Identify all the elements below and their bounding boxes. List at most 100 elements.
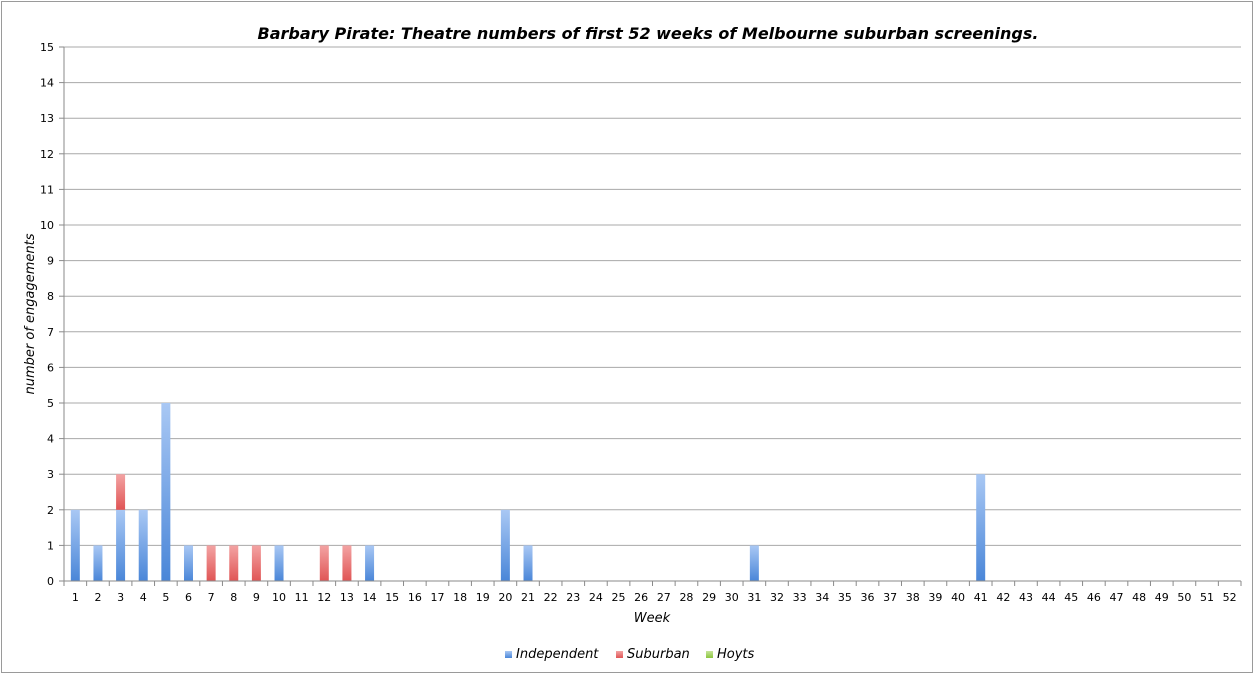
legend-label-independent: Independent [516, 647, 599, 662]
bar-suburban-week-12 [319, 545, 329, 581]
bar-suburban-week-9 [251, 545, 261, 581]
x-tick-label: 42 [996, 591, 1010, 604]
x-tick-label: 49 [1155, 591, 1169, 604]
x-tick-label: 14 [363, 591, 377, 604]
legend-swatch-suburban [616, 651, 623, 658]
x-tick-label: 47 [1110, 591, 1124, 604]
x-tick-label: 29 [702, 591, 716, 604]
x-tick-label: 6 [185, 591, 192, 604]
y-tick-label: 2 [47, 504, 54, 517]
x-tick-label: 23 [566, 591, 580, 604]
x-tick-label: 28 [679, 591, 693, 604]
x-tick-label: 46 [1087, 591, 1101, 604]
bar-suburban-week-13 [342, 545, 352, 581]
x-tick-label: 16 [408, 591, 422, 604]
x-tick-label: 19 [476, 591, 490, 604]
bar-independent-week-2 [93, 545, 103, 581]
x-tick-label: 11 [295, 591, 309, 604]
x-tick-label: 35 [838, 591, 852, 604]
x-tick-label: 24 [589, 591, 603, 604]
gridlines [64, 46, 1241, 546]
x-tick-label: 45 [1064, 591, 1078, 604]
y-tick-label: 6 [47, 361, 54, 374]
x-tick-label: 13 [340, 591, 354, 604]
x-tick-label: 31 [747, 591, 761, 604]
x-tick-label: 8 [230, 591, 237, 604]
legend-swatch-hoyts [706, 651, 713, 658]
bar-independent-week-14 [365, 545, 375, 581]
bar-independent-week-21 [523, 545, 533, 581]
bar-independent-week-31 [749, 545, 759, 581]
x-tick-label: 25 [612, 591, 626, 604]
bar-independent-week-10 [274, 545, 284, 581]
x-tick-label: 43 [1019, 591, 1033, 604]
x-tick-label: 9 [253, 591, 260, 604]
x-tick-label: 48 [1132, 591, 1146, 604]
y-tick-label: 3 [47, 468, 54, 481]
bar-suburban-week-7 [206, 545, 216, 581]
x-tick-label: 7 [208, 591, 215, 604]
x-tick-label: 17 [430, 591, 444, 604]
x-tick-label: 36 [861, 591, 875, 604]
x-tick-label: 21 [521, 591, 535, 604]
y-tick-label: 12 [40, 148, 54, 161]
x-tick-label: 1 [72, 591, 79, 604]
x-axis-ticks: 1 2 3 4 5 6 7 8 9 10 11 12 13 14 15 16 17 18 19 20 21 22 23 24 2… [63, 581, 1242, 604]
y-axis-title: number of engagements [23, 233, 38, 394]
bar-suburban-week-8 [229, 545, 239, 581]
bar-independent-week-41 [976, 474, 986, 581]
x-tick-label: 50 [1177, 591, 1191, 604]
x-tick-label: 4 [140, 591, 147, 604]
y-tick-label: 5 [47, 397, 54, 410]
x-axis-title: Week [634, 611, 671, 626]
legend: Independent Suburban Hoyts [505, 647, 755, 662]
x-tick-label: 12 [317, 591, 331, 604]
x-tick-label: 41 [974, 591, 988, 604]
x-tick-label: 5 [162, 591, 169, 604]
y-tick-label: 0 [47, 575, 54, 588]
x-tick-label: 30 [725, 591, 739, 604]
x-tick-label: 15 [385, 591, 399, 604]
x-tick-label: 22 [544, 591, 558, 604]
x-tick-label: 33 [793, 591, 807, 604]
y-tick-label: 14 [40, 77, 54, 90]
bar-independent-week-1 [70, 509, 80, 581]
x-tick-label: 2 [94, 591, 101, 604]
y-tick-label: 1 [47, 539, 54, 552]
chart-title: Barbary Pirate: Theatre numbers of first… [258, 24, 1039, 43]
y-tick-label: 15 [40, 41, 54, 54]
x-tick-label: 44 [1042, 591, 1056, 604]
x-tick-label: 37 [883, 591, 897, 604]
bar-independent-week-4 [138, 509, 148, 581]
x-tick-label: 34 [815, 591, 829, 604]
x-tick-label: 10 [272, 591, 286, 604]
y-tick-label: 8 [47, 290, 54, 303]
bar-independent-week-3 [116, 509, 126, 581]
x-tick-label: 38 [906, 591, 920, 604]
y-tick-label: 9 [47, 255, 54, 268]
x-tick-label: 32 [770, 591, 784, 604]
x-tick-label: 18 [453, 591, 467, 604]
x-tick-label: 40 [951, 591, 965, 604]
y-tick-label: 7 [47, 326, 54, 339]
bar-independent-week-6 [183, 545, 193, 581]
bar-independent-week-20 [500, 509, 510, 581]
x-tick-label: 20 [498, 591, 512, 604]
x-tick-label: 26 [634, 591, 648, 604]
y-tick-label: 13 [40, 112, 54, 125]
legend-label-suburban: Suburban [627, 647, 690, 662]
bar-independent-week-5 [161, 403, 171, 581]
bars [70, 403, 986, 581]
legend-label-hoyts: Hoyts [717, 647, 755, 662]
bar-suburban-week-3 [116, 474, 126, 510]
y-tick-label: 11 [40, 183, 54, 196]
x-tick-label: 52 [1223, 591, 1237, 604]
axes [63, 47, 1241, 582]
y-tick-label: 10 [40, 219, 54, 232]
x-tick-label: 51 [1200, 591, 1214, 604]
legend-swatch-independent [505, 651, 512, 658]
x-tick-label: 39 [928, 591, 942, 604]
x-tick-label: 27 [657, 591, 671, 604]
